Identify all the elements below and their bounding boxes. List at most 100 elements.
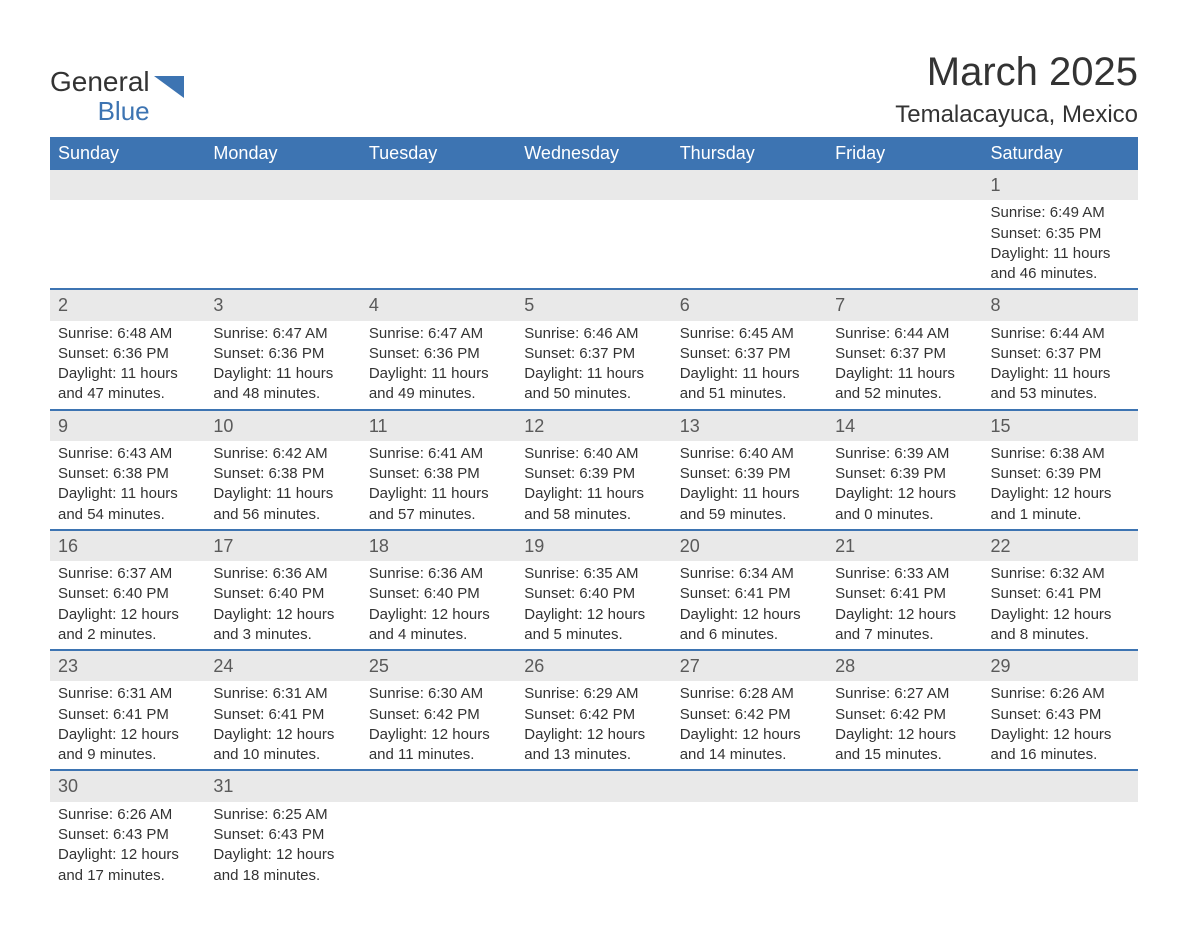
day-number-row-empty (516, 170, 671, 200)
sunrise-text: Sunrise: 6:44 AM (835, 324, 974, 344)
day-cell (827, 170, 982, 289)
sunrise-text: Sunrise: 6:40 AM (680, 444, 819, 464)
sunset-text: Sunset: 6:40 PM (213, 584, 352, 604)
week-row: 2Sunrise: 6:48 AMSunset: 6:36 PMDaylight… (50, 289, 1138, 409)
day-cell: 18Sunrise: 6:36 AMSunset: 6:40 PMDayligh… (361, 530, 516, 650)
daylight-line1: Daylight: 12 hours (58, 845, 197, 865)
day-number: 22 (983, 531, 1138, 561)
daylight-line2: and 46 minutes. (991, 264, 1130, 284)
day-number-row-empty (516, 771, 671, 801)
day-data: Sunrise: 6:26 AMSunset: 6:43 PMDaylight:… (50, 802, 205, 890)
day-number-empty (672, 170, 827, 200)
day-number-row-empty (205, 170, 360, 200)
daylight-line2: and 49 minutes. (369, 384, 508, 404)
day-number-row: 23 (50, 651, 205, 681)
daylight-line2: and 4 minutes. (369, 625, 508, 645)
day-number-empty (672, 771, 827, 801)
daylight-line2: and 13 minutes. (524, 745, 663, 765)
day-number-empty (827, 771, 982, 801)
day-number-row: 25 (361, 651, 516, 681)
sunrise-text: Sunrise: 6:48 AM (58, 324, 197, 344)
daylight-line2: and 50 minutes. (524, 384, 663, 404)
day-cell: 2Sunrise: 6:48 AMSunset: 6:36 PMDaylight… (50, 289, 205, 409)
day-data: Sunrise: 6:40 AMSunset: 6:39 PMDaylight:… (672, 441, 827, 529)
daylight-line1: Daylight: 12 hours (835, 605, 974, 625)
day-number: 4 (361, 290, 516, 320)
sunset-text: Sunset: 6:42 PM (680, 705, 819, 725)
sunrise-text: Sunrise: 6:36 AM (213, 564, 352, 584)
day-number: 12 (516, 411, 671, 441)
day-data: Sunrise: 6:44 AMSunset: 6:37 PMDaylight:… (983, 321, 1138, 409)
day-number-row: 9 (50, 411, 205, 441)
day-cell: 1Sunrise: 6:49 AMSunset: 6:35 PMDaylight… (983, 170, 1138, 289)
day-number-row-empty (361, 771, 516, 801)
day-number: 1 (983, 170, 1138, 200)
day-number: 25 (361, 651, 516, 681)
day-number-row: 19 (516, 531, 671, 561)
logo: General Blue (50, 50, 184, 124)
sunset-text: Sunset: 6:42 PM (369, 705, 508, 725)
day-number: 24 (205, 651, 360, 681)
sunset-text: Sunset: 6:38 PM (213, 464, 352, 484)
sunrise-text: Sunrise: 6:32 AM (991, 564, 1130, 584)
day-data: Sunrise: 6:47 AMSunset: 6:36 PMDaylight:… (205, 321, 360, 409)
daylight-line1: Daylight: 12 hours (213, 725, 352, 745)
day-data: Sunrise: 6:38 AMSunset: 6:39 PMDaylight:… (983, 441, 1138, 529)
day-cell (516, 770, 671, 889)
day-cell: 26Sunrise: 6:29 AMSunset: 6:42 PMDayligh… (516, 650, 671, 770)
daylight-line2: and 11 minutes. (369, 745, 508, 765)
day-cell: 17Sunrise: 6:36 AMSunset: 6:40 PMDayligh… (205, 530, 360, 650)
day-number-empty (516, 170, 671, 200)
sunset-text: Sunset: 6:40 PM (369, 584, 508, 604)
col-friday: Friday (827, 137, 982, 170)
day-number: 11 (361, 411, 516, 441)
sunset-text: Sunset: 6:40 PM (58, 584, 197, 604)
day-cell: 14Sunrise: 6:39 AMSunset: 6:39 PMDayligh… (827, 410, 982, 530)
daylight-line2: and 5 minutes. (524, 625, 663, 645)
sunset-text: Sunset: 6:41 PM (991, 584, 1130, 604)
calendar-table: Sunday Monday Tuesday Wednesday Thursday… (50, 137, 1138, 890)
day-data: Sunrise: 6:34 AMSunset: 6:41 PMDaylight:… (672, 561, 827, 649)
daylight-line1: Daylight: 11 hours (58, 364, 197, 384)
col-tuesday: Tuesday (361, 137, 516, 170)
day-cell: 10Sunrise: 6:42 AMSunset: 6:38 PMDayligh… (205, 410, 360, 530)
day-cell (516, 170, 671, 289)
day-number: 7 (827, 290, 982, 320)
day-data: Sunrise: 6:27 AMSunset: 6:42 PMDaylight:… (827, 681, 982, 769)
day-cell: 4Sunrise: 6:47 AMSunset: 6:36 PMDaylight… (361, 289, 516, 409)
day-cell (361, 770, 516, 889)
day-number-row-empty (672, 170, 827, 200)
day-number-row-empty (50, 170, 205, 200)
logo-general: General (50, 66, 150, 97)
day-number: 30 (50, 771, 205, 801)
day-number: 5 (516, 290, 671, 320)
daylight-line1: Daylight: 12 hours (58, 605, 197, 625)
day-cell (50, 170, 205, 289)
day-number: 3 (205, 290, 360, 320)
day-cell: 3Sunrise: 6:47 AMSunset: 6:36 PMDaylight… (205, 289, 360, 409)
sunset-text: Sunset: 6:38 PM (369, 464, 508, 484)
sunset-text: Sunset: 6:41 PM (213, 705, 352, 725)
day-data: Sunrise: 6:36 AMSunset: 6:40 PMDaylight:… (361, 561, 516, 649)
day-number-row: 18 (361, 531, 516, 561)
day-data: Sunrise: 6:49 AMSunset: 6:35 PMDaylight:… (983, 200, 1138, 288)
day-number: 6 (672, 290, 827, 320)
day-data: Sunrise: 6:41 AMSunset: 6:38 PMDaylight:… (361, 441, 516, 529)
day-cell: 21Sunrise: 6:33 AMSunset: 6:41 PMDayligh… (827, 530, 982, 650)
logo-icon (154, 70, 184, 98)
day-cell: 20Sunrise: 6:34 AMSunset: 6:41 PMDayligh… (672, 530, 827, 650)
sunset-text: Sunset: 6:36 PM (213, 344, 352, 364)
day-number-row: 21 (827, 531, 982, 561)
sunrise-text: Sunrise: 6:33 AM (835, 564, 974, 584)
daylight-line2: and 56 minutes. (213, 505, 352, 525)
day-number-row: 12 (516, 411, 671, 441)
title-block: March 2025 Temalacayuca, Mexico (895, 50, 1138, 129)
day-number-row-empty (827, 771, 982, 801)
day-data: Sunrise: 6:29 AMSunset: 6:42 PMDaylight:… (516, 681, 671, 769)
daylight-line2: and 18 minutes. (213, 866, 352, 886)
daylight-line1: Daylight: 11 hours (680, 364, 819, 384)
day-number-empty (361, 771, 516, 801)
day-data: Sunrise: 6:28 AMSunset: 6:42 PMDaylight:… (672, 681, 827, 769)
day-number: 14 (827, 411, 982, 441)
daylight-line2: and 16 minutes. (991, 745, 1130, 765)
